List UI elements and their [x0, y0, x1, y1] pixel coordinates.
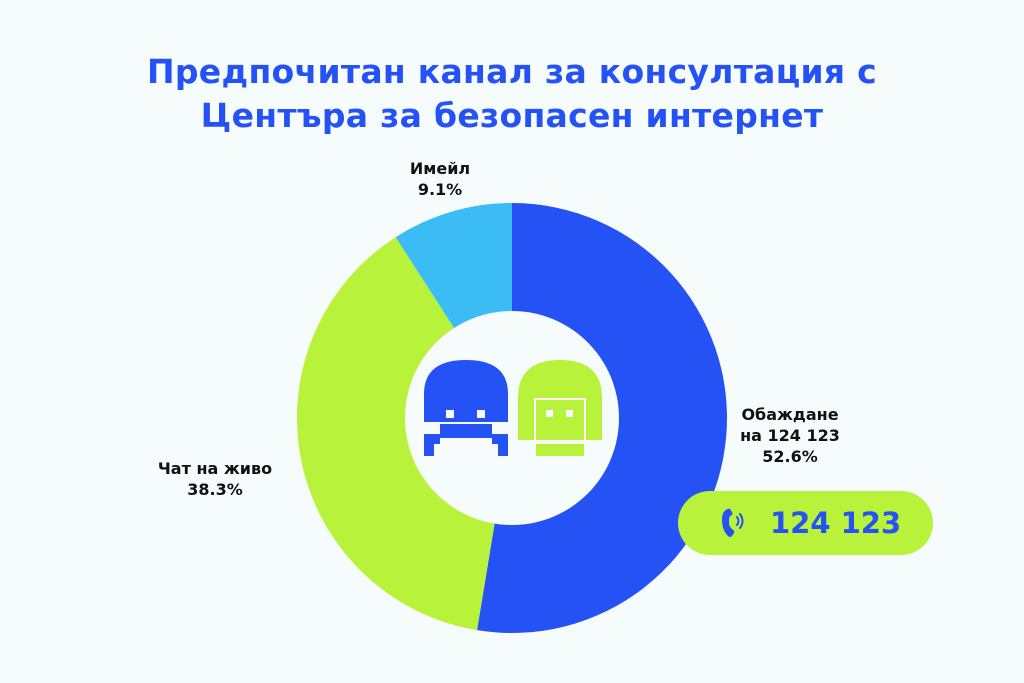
- slice-value-phone: 52.6%: [762, 447, 818, 466]
- boy-face-icon: [424, 360, 508, 456]
- phone-number: 124 123: [770, 506, 902, 540]
- chart-title-line1: Предпочитан канал за консултация с: [146, 52, 878, 91]
- slice-label-phone-line2: на 124 123: [740, 426, 840, 445]
- girl-face-icon: [518, 360, 602, 456]
- slice-label-phone: Обаждане на 124 123 52.6%: [720, 404, 860, 467]
- phone-badge: 124 123: [678, 491, 933, 555]
- slice-value-email: 9.1%: [417, 180, 463, 199]
- slice-label-email: Имейл 9.1%: [390, 158, 490, 200]
- chart-title-line2: Центъра за безопасен интернет: [200, 96, 824, 135]
- chart-title: Предпочитан канал за консултация с Центъ…: [0, 50, 1024, 138]
- slice-label-phone-line1: Обаждане: [741, 405, 839, 424]
- slice-value-chat: 38.3%: [187, 480, 243, 499]
- slice-label-chat: Чат на живо 38.3%: [140, 458, 290, 500]
- slice-label-chat-line1: Чат на живо: [157, 459, 273, 478]
- slice-label-email-line1: Имейл: [409, 159, 471, 178]
- phone-icon: [722, 508, 744, 537]
